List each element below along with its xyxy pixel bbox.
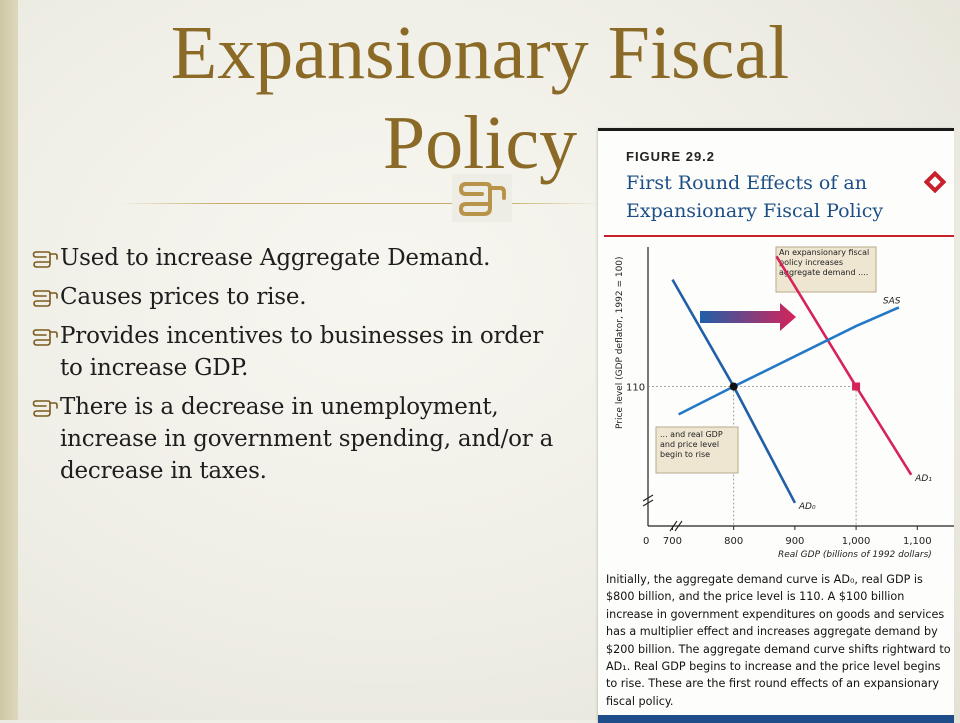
- shifted-demand-point: [852, 382, 861, 391]
- annotation-gdp-rise-text: ... and real GDP and price level begin t…: [660, 430, 723, 459]
- right-shift-arrow-icon: [700, 303, 796, 331]
- x-tick-label: 700: [663, 536, 682, 547]
- x-tick-zero: 0: [643, 536, 649, 547]
- point-layer: [729, 382, 861, 391]
- scroll-bullet-icon: [32, 329, 58, 346]
- ad-as-chart: Price level (GDP deflator, 1992 = 100) R…: [615, 246, 954, 560]
- bullet-text: Used to increase Aggregate Demand.: [60, 245, 491, 271]
- diamond-logo-icon: [924, 171, 946, 193]
- scroll-bullet-icon: [32, 290, 58, 307]
- slide-title-line-2: Policy: [382, 101, 578, 185]
- figure-number: FIGURE 29.2: [626, 149, 716, 164]
- series-label: AD₁: [914, 474, 932, 484]
- x-tick-label: 900: [785, 536, 804, 547]
- x-axis-label: Real GDP (billions of 1992 dollars): [778, 550, 932, 560]
- figure-divider: [604, 235, 954, 237]
- slide-title: Expansionary Fiscal Policy: [60, 8, 900, 188]
- title-divider: [120, 203, 600, 204]
- bullet-text: There is a decrease in unemployment, inc…: [60, 394, 554, 484]
- x-tick-label: 1,000: [842, 536, 871, 547]
- figure-title: First Round Effects of an Expansionary F…: [626, 172, 884, 222]
- series-label-group: AD₀ AD₁ SAS: [798, 296, 932, 511]
- figure-bottom-bar: [598, 715, 954, 723]
- bullet-item: There is a decrease in unemployment, inc…: [30, 391, 570, 487]
- bullet-text: Causes prices to rise.: [60, 284, 307, 310]
- series-line-sas: [678, 306, 900, 416]
- x-tick-label: 1,100: [903, 536, 932, 547]
- annotation-ad-shift: An expansionary fiscal policy increases …: [775, 246, 877, 293]
- x-tick-group: 700 800 900 1,000 1,100: [663, 526, 932, 547]
- figure-panel: FIGURE 29.2 First Round Effects of an Ex…: [598, 128, 954, 723]
- y-tick-label: 110: [626, 383, 645, 394]
- scroll-ornament-icon: [452, 174, 512, 222]
- bullet-item: Provides incentives to businesses in ord…: [30, 320, 570, 384]
- annotation-ad-shift-text: An expansionary fiscal policy increases …: [779, 248, 870, 277]
- y-axis-label: Price level (GDP deflator, 1992 = 100): [615, 256, 625, 429]
- series-label: SAS: [883, 296, 901, 306]
- scroll-bullet-icon: [32, 400, 58, 417]
- axis-break-x: [669, 520, 683, 532]
- equilibrium-point: [729, 382, 738, 391]
- bullet-text: Provides incentives to businesses in ord…: [60, 323, 544, 381]
- bullet-item: Causes prices to rise.: [30, 281, 570, 313]
- bullet-list: Used to increase Aggregate Demand. Cause…: [30, 242, 570, 494]
- x-tick-label: 800: [724, 536, 743, 547]
- bullet-item: Used to increase Aggregate Demand.: [30, 242, 570, 274]
- figure-caption: Initially, the aggregate demand curve is…: [606, 573, 951, 708]
- annotation-gdp-rise: ... and real GDP and price level begin t…: [655, 426, 739, 474]
- scroll-bullet-icon: [32, 251, 58, 268]
- axis-break-y: [642, 494, 654, 507]
- slide-left-border: [0, 0, 18, 720]
- slide-title-line-1: Expansionary Fiscal: [170, 11, 790, 95]
- series-label: AD₀: [798, 502, 816, 512]
